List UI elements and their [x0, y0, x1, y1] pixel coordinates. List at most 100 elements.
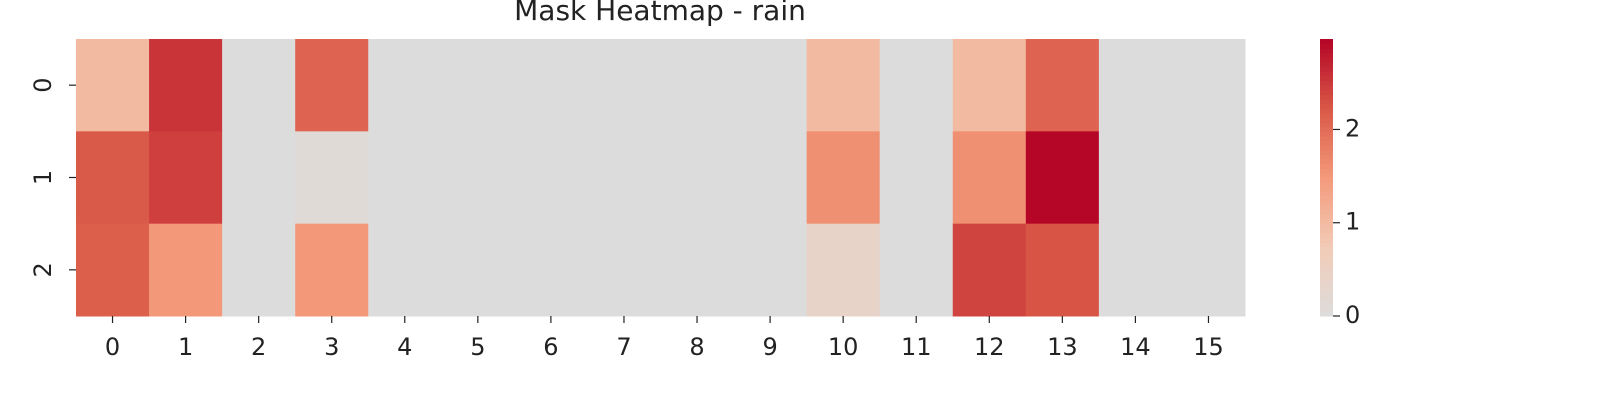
colorbar-segment: [1320, 145, 1333, 151]
colorbar-segment: [1320, 172, 1333, 178]
x-tick-label: 14: [1120, 333, 1151, 361]
heatmap-cell: [514, 39, 588, 132]
colorbar-segment: [1320, 251, 1333, 257]
x-tick-label: 9: [762, 333, 777, 361]
colorbar-segment: [1320, 297, 1333, 303]
heatmap-cell: [1171, 39, 1246, 132]
colorbar-segment: [1320, 195, 1333, 202]
y-tick-label: 2: [29, 262, 57, 277]
heatmap-cell: [1171, 223, 1246, 317]
heatmap-cell: [149, 131, 223, 225]
heatmap-cell: [368, 131, 442, 225]
colorbar-segment: [1320, 242, 1333, 248]
heatmap-cell: [733, 131, 808, 225]
colorbar-segment: [1320, 191, 1333, 197]
heatmap-cell: [368, 39, 442, 132]
colorbar-segment: [1320, 219, 1333, 225]
heatmap-cell: [806, 131, 881, 225]
colorbar-segment: [1320, 135, 1333, 142]
colorbar-segment: [1320, 168, 1333, 174]
colorbar-segment: [1320, 232, 1333, 239]
colorbar-segment: [1320, 103, 1333, 109]
colorbar-segment: [1320, 205, 1333, 211]
colorbar-segment: [1320, 223, 1333, 229]
colorbar-segment: [1320, 214, 1333, 220]
colorbar-segment: [1320, 260, 1333, 266]
x-tick-label: 13: [1047, 333, 1078, 361]
heatmap-cell: [952, 131, 1027, 225]
colorbar-segment: [1320, 163, 1333, 169]
colorbar-segment: [1320, 48, 1333, 54]
colorbar-segment: [1320, 159, 1333, 165]
heatmap-cell: [733, 223, 808, 317]
x-tick-label: 1: [178, 333, 193, 361]
heatmap-cell: [514, 131, 588, 225]
colorbar-segment: [1320, 311, 1333, 317]
colorbar-segment: [1320, 131, 1333, 137]
heatmap-cell: [1025, 131, 1100, 225]
y-tick-label: 1: [29, 170, 57, 185]
colorbar-segment: [1320, 237, 1333, 243]
x-tick-label: 0: [105, 333, 120, 361]
heatmap-cell: [295, 131, 369, 225]
heatmap-cell: [1171, 131, 1246, 225]
colorbar-segment: [1320, 57, 1333, 63]
colorbar-segment: [1320, 140, 1333, 146]
heatmap-cell: [587, 39, 661, 132]
heatmap-cell: [587, 223, 661, 317]
colorbar-segment: [1320, 209, 1333, 215]
heatmap-cell: [1098, 223, 1173, 317]
heatmap-cell: [952, 223, 1027, 317]
colorbar-segment: [1320, 126, 1333, 132]
colorbar-tick-label: 0: [1345, 301, 1360, 329]
x-tick-label: 6: [543, 333, 558, 361]
heatmap-cell: [76, 39, 150, 132]
x-tick-label: 10: [828, 333, 859, 361]
heatmap-cell: [1025, 223, 1100, 317]
heatmap-cell: [441, 39, 515, 132]
colorbar-segment: [1320, 62, 1333, 68]
heatmap-cell: [222, 223, 296, 317]
heatmap-cell: [1025, 39, 1100, 132]
colorbar-segment: [1320, 182, 1333, 188]
x-tick-label: 7: [616, 333, 631, 361]
heatmap-cell: [222, 39, 296, 132]
x-tick-label: 11: [901, 333, 932, 361]
heatmap-cell: [952, 39, 1027, 132]
heatmap-cell: [295, 39, 369, 132]
heatmap-cell: [76, 131, 150, 225]
heatmap-cell: [806, 39, 881, 132]
heatmap-cell: [660, 39, 735, 132]
colorbar-segment: [1320, 43, 1333, 49]
colorbar-segment: [1320, 255, 1333, 262]
heatmap-cell: [879, 131, 954, 225]
colorbar-segment: [1320, 154, 1333, 160]
y-tick-label: 0: [29, 78, 57, 93]
heatmap-cell: [441, 223, 515, 317]
heatmap-cell: [660, 223, 735, 317]
colorbar-segment: [1320, 108, 1333, 114]
colorbar-segment: [1320, 292, 1333, 299]
colorbar-tick-label: 2: [1345, 114, 1360, 142]
colorbar-segment: [1320, 89, 1333, 95]
heatmap-cell: [514, 223, 588, 317]
colorbar-segment: [1320, 52, 1333, 58]
heatmap-cell: [441, 131, 515, 225]
colorbar-segment: [1320, 112, 1333, 118]
heatmap-cell: [733, 39, 808, 132]
colorbar-segment: [1320, 71, 1333, 77]
x-tick-label: 4: [397, 333, 412, 361]
x-tick-label: 5: [470, 333, 485, 361]
heatmap-cell: [806, 223, 881, 317]
heatmap-cell: [660, 131, 735, 225]
colorbar-segment: [1320, 279, 1333, 285]
colorbar-tick-label: 1: [1345, 208, 1360, 236]
x-tick-label: 15: [1193, 333, 1224, 361]
heatmap-cell: [879, 223, 954, 317]
colorbar-segment: [1320, 75, 1333, 82]
colorbar-segment: [1320, 186, 1333, 192]
colorbar-segment: [1320, 228, 1333, 234]
colorbar-segment: [1320, 288, 1333, 294]
colorbar-segment: [1320, 149, 1333, 155]
